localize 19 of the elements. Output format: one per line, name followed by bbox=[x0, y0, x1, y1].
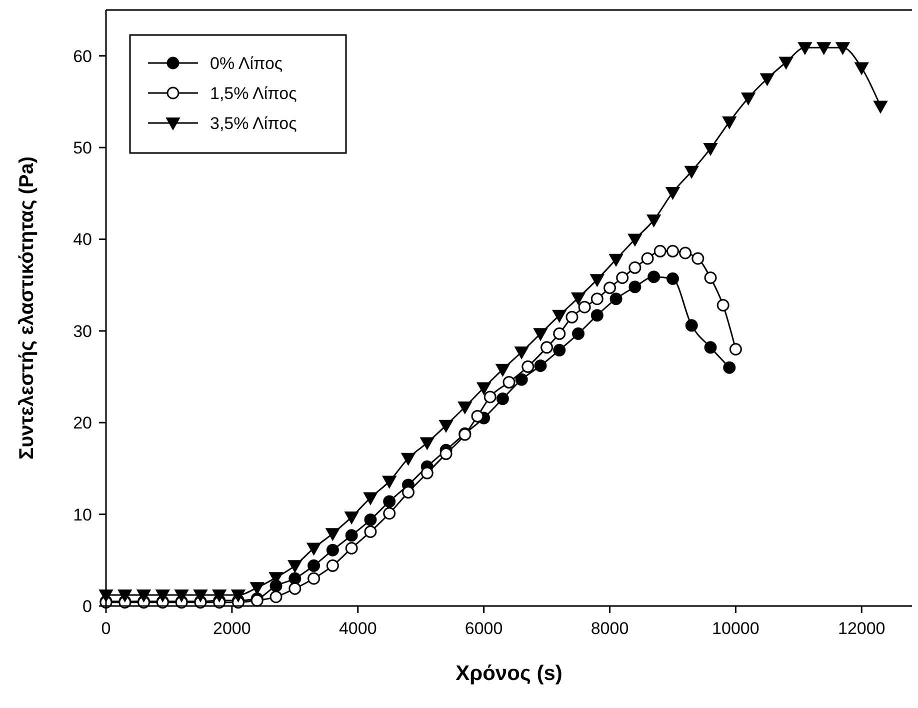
y-tick-label: 60 bbox=[73, 46, 92, 66]
x-tick-label: 2000 bbox=[213, 619, 251, 638]
y-tick-label: 20 bbox=[73, 414, 92, 433]
x-axis-title: Χρόνος (s) bbox=[456, 662, 562, 685]
legend-label: 3,5% Λίπος bbox=[210, 114, 297, 133]
x-tick-label: 12000 bbox=[838, 619, 886, 638]
legend-label: 0% Λίπος bbox=[210, 54, 283, 73]
x-tick-label: 6000 bbox=[464, 619, 503, 638]
y-tick-label: 10 bbox=[73, 505, 92, 524]
x-tick-label: 10000 bbox=[712, 619, 760, 638]
legend-label: 1,5% Λίπος bbox=[210, 84, 297, 103]
y-tick-label: 30 bbox=[73, 322, 92, 341]
x-tick-label: 4000 bbox=[338, 619, 377, 638]
y-axis-title: Συντελεστής ελαστικότητας (Pa) bbox=[16, 156, 38, 460]
y-tick-label: 50 bbox=[73, 138, 92, 158]
y-tick-label: 40 bbox=[73, 230, 92, 250]
x-tick-label: 8000 bbox=[590, 619, 629, 638]
y-tick-label: 0 bbox=[82, 597, 92, 616]
x-tick-label: 0 bbox=[101, 619, 111, 638]
